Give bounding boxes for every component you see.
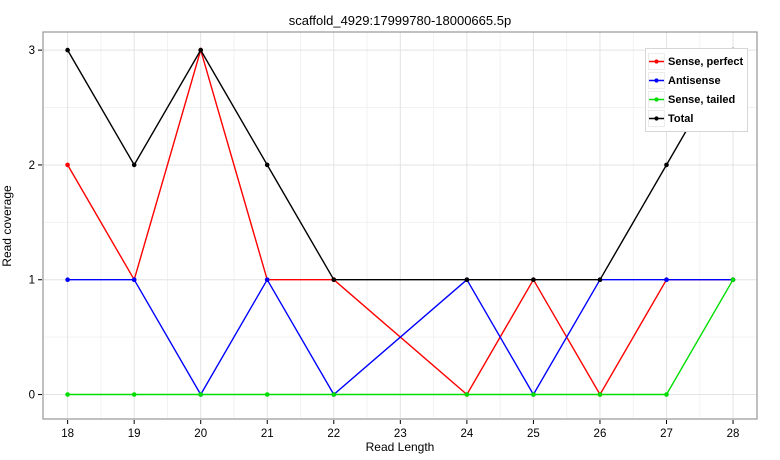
data-point [131, 392, 137, 397]
x-tick-label: 20 [194, 428, 207, 440]
data-point [264, 392, 270, 397]
legend-item: Antisense [648, 71, 745, 90]
y-tick-label: 2 [29, 160, 35, 172]
legend: Sense, perfect Antisense Sense, tailed Tota… [645, 48, 748, 132]
data-point [131, 162, 137, 168]
data-point [531, 277, 536, 283]
x-tick-label: 22 [327, 428, 340, 440]
data-point [664, 392, 669, 397]
data-point [331, 277, 337, 283]
data-point [730, 277, 736, 283]
x-tick-label: 27 [660, 428, 673, 440]
data-point [264, 162, 270, 168]
legend-item-label: Sense, perfect [668, 55, 744, 68]
data-point [65, 162, 70, 168]
x-tick-label: 19 [128, 428, 141, 440]
data-point [464, 277, 470, 283]
legend-item: Sense, perfect [648, 52, 745, 71]
data-point [131, 277, 137, 283]
y-tick-label: 1 [29, 275, 35, 287]
x-axis-title: Read Length [365, 440, 435, 454]
legend-key-icon [648, 72, 665, 89]
data-point [464, 392, 470, 397]
data-point [65, 277, 70, 283]
data-point [531, 392, 536, 397]
data-point [65, 392, 70, 397]
x-tick-label: 28 [727, 428, 740, 440]
x-tick-label: 18 [61, 428, 74, 440]
data-point [597, 277, 603, 283]
y-axis-title: Read coverage [0, 185, 14, 267]
x-tick-label: 24 [460, 428, 473, 440]
legend-item: Total [648, 109, 745, 128]
x-tick-label: 26 [594, 428, 607, 440]
series-line-antisense [67, 279, 733, 396]
x-tick-label: 25 [527, 428, 540, 440]
data-point [198, 392, 203, 397]
series-line-total [66, 49, 734, 281]
data-point [264, 277, 270, 283]
x-tick-label: 21 [261, 428, 274, 440]
y-tick-label: 3 [29, 45, 35, 57]
series-line-sense-tailed [67, 279, 734, 396]
legend-item-label: Sense, tailed [668, 93, 736, 106]
data-point [664, 162, 669, 168]
legend-item-label: Total [668, 112, 694, 125]
chart-title: scaffold_4929:17999780-18000665.5p [288, 13, 512, 28]
data-point [664, 277, 669, 283]
legend-key-icon [648, 53, 665, 70]
legend-key-icon [648, 110, 665, 127]
data-point [331, 392, 337, 397]
data-point [65, 47, 70, 53]
data-point [198, 47, 203, 53]
legend-item-label: Antisense [668, 74, 721, 87]
legend-key-icon [648, 91, 665, 108]
legend-item: Sense, tailed [648, 90, 745, 109]
data-point [597, 392, 603, 397]
panel-border [42, 31, 758, 420]
y-tick-label: 0 [29, 390, 35, 402]
x-tick-label: 23 [394, 428, 407, 440]
